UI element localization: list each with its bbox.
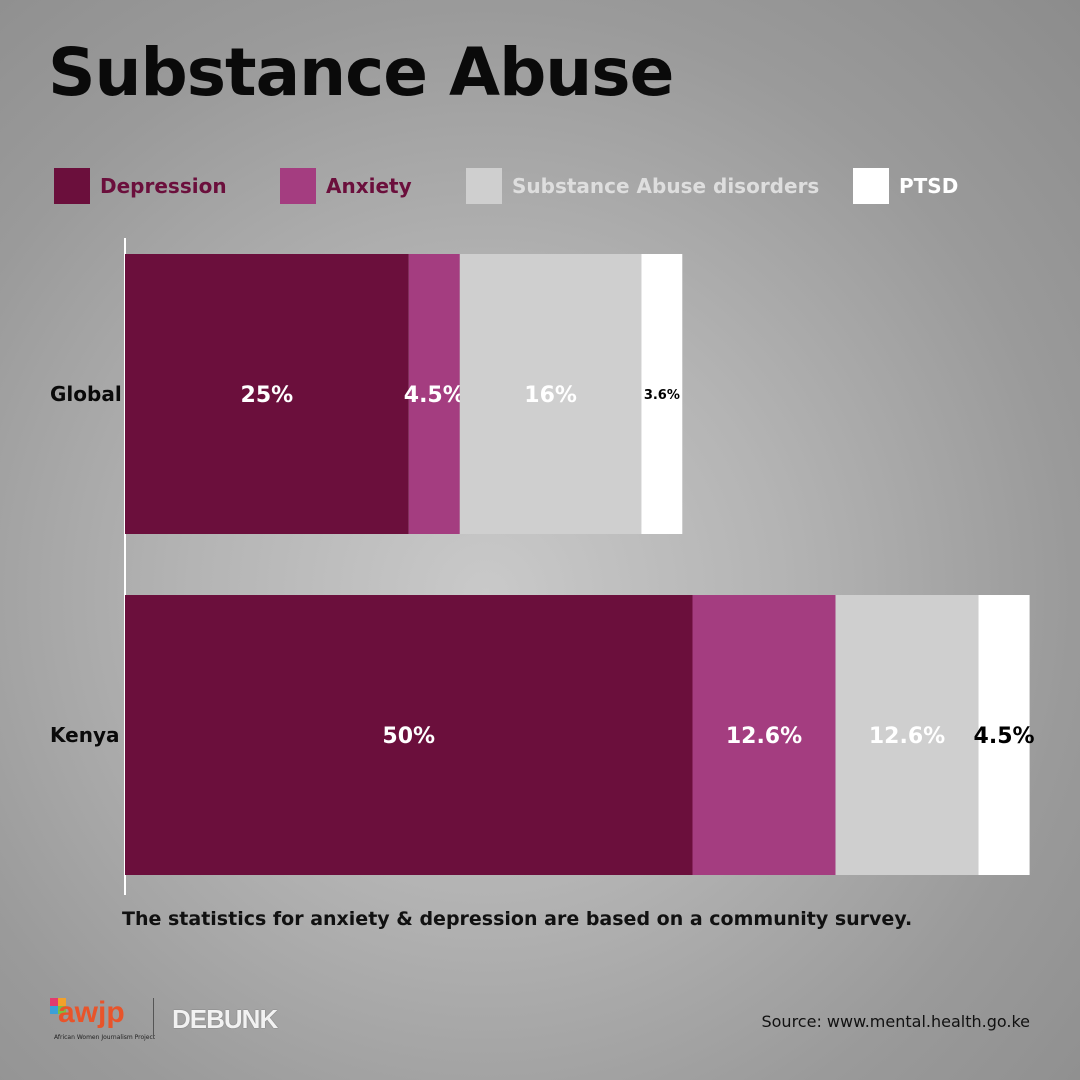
- data-label-global-depression: 25%: [241, 383, 294, 408]
- data-label-kenya-depression: 50%: [382, 724, 435, 749]
- footnote: The statistics for anxiety & depression …: [122, 908, 913, 930]
- legend-label-ptsd: PTSD: [899, 174, 959, 198]
- legend-item-depression: Depression: [54, 168, 227, 204]
- bar-kenya-depression: [125, 595, 693, 875]
- bar-kenya-ptsd: [978, 595, 1030, 875]
- data-label-kenya-ptsd: 4.5%: [974, 724, 1035, 749]
- bar-global-anxiety: [408, 254, 460, 534]
- awjp-logo-mark-icon: [50, 998, 66, 1014]
- debunk-logo: DEBUNK: [172, 1004, 278, 1034]
- legend-swatch-ptsd: [853, 168, 889, 204]
- bar-global-depression: [125, 254, 409, 534]
- bar-kenya-anxiety: [692, 595, 836, 875]
- legend-label-depression: Depression: [100, 174, 227, 198]
- source-text: Source: www.mental.health.go.ke: [761, 1012, 1030, 1031]
- category-label-global: Global: [50, 382, 122, 406]
- logo-divider: [153, 998, 154, 1038]
- bar-global-ptsd: [641, 254, 683, 534]
- legend-label-anxiety: Anxiety: [326, 174, 412, 198]
- awjp-tagline: African Women Journalism Project: [54, 1034, 156, 1041]
- bar-kenya-substance: [835, 595, 979, 875]
- legend-swatch-anxiety: [280, 168, 316, 204]
- legend-item-anxiety: Anxiety: [280, 168, 412, 204]
- data-label-kenya-substance: 12.6%: [869, 724, 945, 749]
- legend-item-ptsd: PTSD: [853, 168, 958, 204]
- awjp-wordmark: awjp: [58, 996, 125, 1029]
- data-label-global-ptsd: 3.6%: [644, 388, 680, 403]
- category-label-kenya: Kenya: [50, 723, 119, 747]
- legend-label-substance-abuse: Substance Abuse disorders: [512, 174, 820, 198]
- legend-swatch-depression: [54, 168, 90, 204]
- data-label-kenya-anxiety: 12.6%: [726, 724, 802, 749]
- chart-title: Substance Abuse: [48, 34, 674, 111]
- bar-global-substance: [459, 254, 642, 534]
- awjp-logo: awjp African Women Journalism Project: [48, 996, 155, 1046]
- legend-item-substance-abuse: Substance Abuse disorders: [466, 168, 819, 204]
- data-label-global-substance: 16%: [524, 383, 577, 408]
- legend-swatch-substance-abuse: [466, 168, 502, 204]
- data-label-global-anxiety: 4.5%: [404, 383, 465, 408]
